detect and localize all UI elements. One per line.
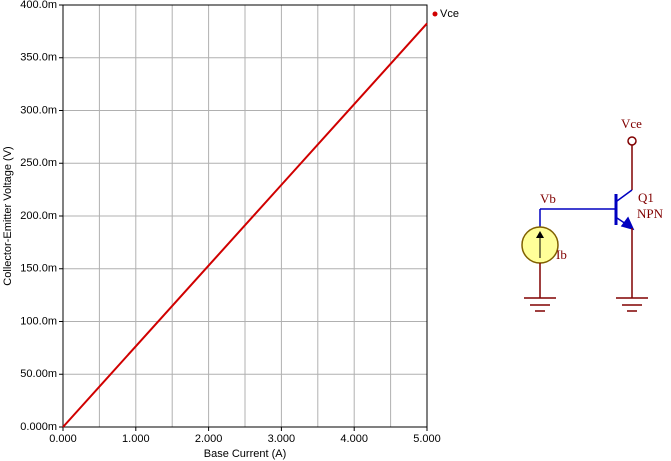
- plot: 0.000 1.000 2.000 3.000 4.000 5.000 0.000m 50.0…: [20, 0, 459, 445]
- ground: [524, 297, 556, 312]
- collector: [616, 189, 633, 202]
- terminal: [627, 136, 637, 146]
- schematic: Vce Vb Q1 NPN Ib: [521, 116, 664, 312]
- y-tick-label: 400.0m: [20, 0, 57, 11]
- legend-marker: [432, 11, 438, 17]
- y-axis-label: Collector-Emitter Voltage (V): [2, 146, 14, 285]
- legend-label: Vce: [440, 8, 459, 20]
- y-tick-label: 50.00m: [20, 368, 57, 380]
- series-line: [62, 22, 428, 428]
- component-label: NPN: [637, 206, 664, 221]
- y-tick-label: 300.0m: [20, 104, 57, 116]
- node-label: Vb: [540, 191, 556, 206]
- x-tick-label: 3.000: [268, 433, 296, 445]
- node-label: Vce: [621, 116, 642, 131]
- x-tick-label: 4.000: [340, 433, 368, 445]
- y-tick-label: 0.000m: [20, 421, 57, 433]
- emitter-arrow: [620, 216, 635, 231]
- component-label: Q1: [638, 190, 654, 205]
- x-tick-label: 5.000: [413, 433, 441, 445]
- y-tick-label: 100.0m: [20, 315, 57, 327]
- x-axis-label: Base Current (A): [204, 448, 287, 460]
- source-arrow-head: [536, 231, 544, 238]
- component-label: Ib: [556, 247, 567, 262]
- y-tick-label: 350.0m: [20, 52, 57, 64]
- y-tick-label: 150.0m: [20, 263, 57, 275]
- y-tick-label: 250.0m: [20, 157, 57, 169]
- plot-frame: [62, 4, 428, 428]
- y-tick-label: 200.0m: [20, 210, 57, 222]
- x-tick-label: 1.000: [122, 433, 150, 445]
- x-tick-label: 0.000: [49, 433, 77, 445]
- ground: [616, 297, 648, 312]
- x-tick-label: 2.000: [195, 433, 223, 445]
